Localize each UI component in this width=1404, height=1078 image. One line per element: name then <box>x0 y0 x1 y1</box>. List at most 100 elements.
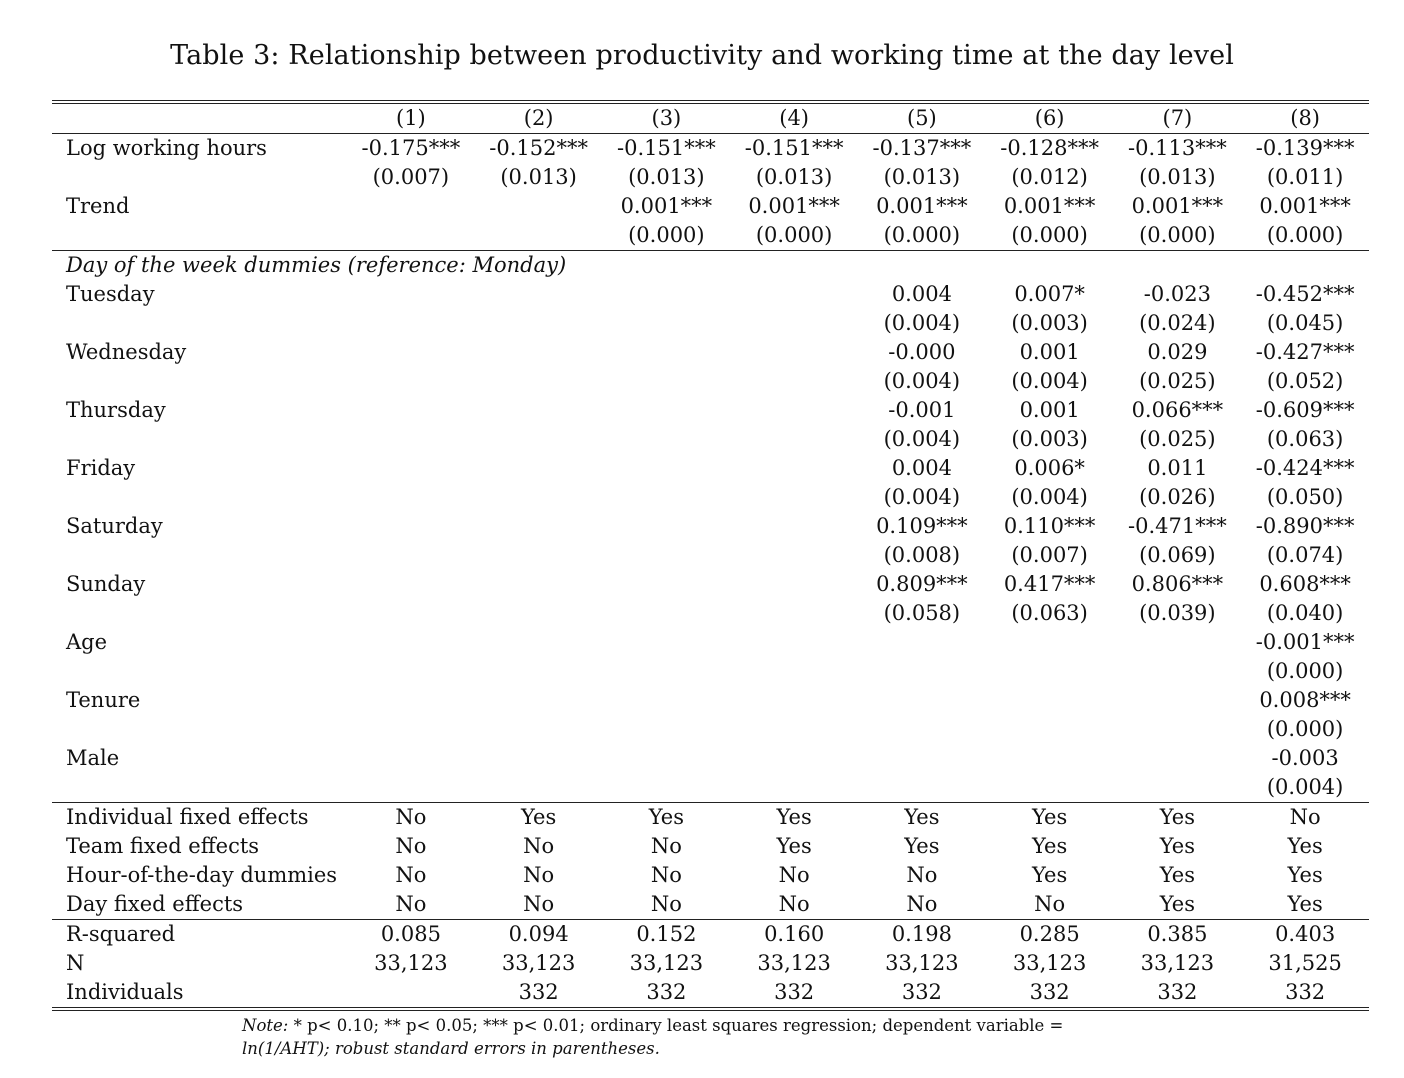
cell-value: (0.004) <box>1266 775 1344 799</box>
cell-value: 33,123 <box>501 951 576 975</box>
table-row: Friday 0.004 0.006* 0.011 -0.424*** <box>52 454 1369 483</box>
cell-value: Yes <box>1032 863 1068 887</box>
cell-value: (0.013) <box>755 165 833 189</box>
cell-value <box>986 657 1114 686</box>
cell-value <box>475 192 603 221</box>
cell-value: (0.000) <box>1266 223 1344 247</box>
cell-value: -0.137*** <box>858 133 986 163</box>
cell-value: -0.609*** <box>1255 398 1355 422</box>
cell-value <box>347 657 475 686</box>
cell-value: 0.001*** <box>620 194 713 218</box>
cell-value: No <box>395 892 427 916</box>
cell-value: -0.890*** <box>1255 514 1355 538</box>
cell-value: (0.004) <box>883 485 961 509</box>
row-label: Individuals <box>66 980 184 1004</box>
cell-value: Yes <box>776 834 812 858</box>
cell-value: (0.000) <box>755 223 833 247</box>
cell-value: 0.007* <box>1014 282 1085 306</box>
cell-value <box>475 483 603 512</box>
note-text-line1: * p< 0.10; ** p< 0.05; *** p< 0.01; ordi… <box>293 1016 1064 1035</box>
table-row: Individuals 332 332 332 332 332 332 332 <box>52 978 1369 1007</box>
cell-value: (0.004) <box>883 369 961 393</box>
table-row: Tenure 0.008*** <box>52 686 1369 715</box>
cell-value: Yes <box>1159 863 1195 887</box>
cell-value <box>475 744 603 773</box>
cell-value: Yes <box>1287 892 1323 916</box>
cell-value <box>347 338 475 367</box>
table-row: (0.007) (0.013) (0.013) (0.013) (0.013) (0.01… <box>52 163 1369 192</box>
table-row: Tuesday 0.004 0.007* -0.023 -0.452*** <box>52 280 1369 309</box>
row-label <box>52 773 347 803</box>
cell-value <box>730 686 858 715</box>
cell-value <box>347 280 475 309</box>
cell-value <box>603 744 731 773</box>
cell-value <box>475 338 603 367</box>
cell-value <box>603 280 731 309</box>
cell-value <box>603 541 731 570</box>
cell-value: Yes <box>1287 834 1323 858</box>
cell-value: No <box>395 863 427 887</box>
cell-value: No <box>1241 802 1369 832</box>
cell-value: -0.151*** <box>730 133 858 163</box>
cell-value <box>347 541 475 570</box>
cell-value: 0.198 <box>858 919 986 949</box>
row-label <box>52 221 347 251</box>
cell-value: Yes <box>1159 834 1195 858</box>
cell-value <box>986 715 1114 744</box>
cell-value: (0.013) <box>500 165 577 189</box>
cell-value: (0.013) <box>883 165 961 189</box>
cell-value: No <box>347 802 475 832</box>
row-label <box>52 715 347 744</box>
summary-stats: R-squared 0.085 0.094 0.152 0.160 0.198 0.285 0… <box>52 919 1369 1008</box>
cell-value: (0.004) <box>1011 369 1088 393</box>
cell-value <box>603 570 731 599</box>
cell-value: (0.011) <box>1266 165 1344 189</box>
cell-value <box>347 773 475 803</box>
cell-value: (0.004) <box>1011 485 1088 509</box>
row-label: Age <box>66 630 108 654</box>
cell-value: Yes <box>1287 863 1323 887</box>
cell-value <box>730 744 858 773</box>
column-header: (1) <box>396 106 426 130</box>
cell-value: Yes <box>730 802 858 832</box>
cell-value <box>603 657 731 686</box>
column-header-row: (1) (2) (3) (4) (5) (6) (7) (8) <box>52 104 1369 134</box>
cell-value <box>347 454 475 483</box>
cell-value: 0.066*** <box>1131 398 1224 422</box>
table-row: N 33,123 33,123 33,123 33,123 33,123 33,123 33,… <box>52 949 1369 978</box>
cell-value <box>475 686 603 715</box>
cell-value <box>347 425 475 454</box>
row-label: Tenure <box>66 688 141 712</box>
cell-value: -0.003 <box>1271 746 1339 770</box>
cell-value <box>986 686 1114 715</box>
cell-value <box>730 570 858 599</box>
cell-value <box>475 221 603 251</box>
cell-value <box>603 338 731 367</box>
cell-value: (0.012) <box>1011 165 1088 189</box>
cell-value: -0.113*** <box>1113 133 1242 163</box>
cell-value <box>347 192 475 221</box>
table-row: Individual fixed effects No Yes Yes Yes Yes Ye… <box>52 802 1369 832</box>
table-row: Male -0.003 <box>52 744 1369 773</box>
cell-value <box>858 628 986 657</box>
row-label: Hour-of-the-day dummies <box>66 863 338 887</box>
table-row: Saturday 0.109*** 0.110*** -0.471*** -0.890*… <box>52 512 1369 541</box>
cell-value <box>858 744 986 773</box>
cell-value: (0.007) <box>372 165 450 189</box>
cell-value: (0.025) <box>1139 427 1216 451</box>
cell-value <box>475 512 603 541</box>
table-row: Day fixed effects No No No No No No Yes Yes <box>52 890 1369 920</box>
cell-value: 332 <box>1029 980 1070 1004</box>
cell-value: -0.128*** <box>985 133 1114 163</box>
cell-value <box>475 541 603 570</box>
cell-value <box>730 425 858 454</box>
cell-value: 33,123 <box>757 951 831 975</box>
row-label: Team fixed effects <box>66 834 260 858</box>
cell-value <box>858 715 986 744</box>
cell-value <box>730 657 858 686</box>
cell-value: 0.806*** <box>1131 572 1224 596</box>
regression-table: (1) (2) (3) (4) (5) (6) (7) (8) Log work… <box>52 104 1369 1007</box>
cell-value: (0.000) <box>1266 717 1344 741</box>
cell-value: -0.471*** <box>1128 514 1227 538</box>
cell-value: (0.074) <box>1266 543 1344 567</box>
